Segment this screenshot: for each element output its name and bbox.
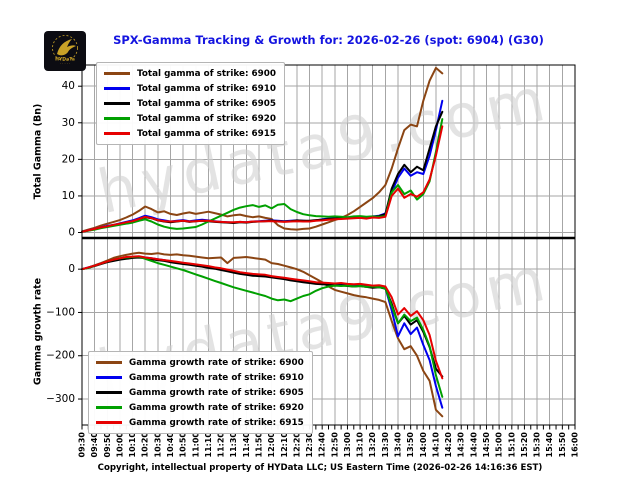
legend-row: Gamma growth rate of strike: 6915 [96, 415, 304, 430]
line-6900 [81, 251, 444, 418]
x-tick-label: 13:00 [343, 432, 352, 458]
x-tick-label: 10:00 [115, 432, 124, 458]
series-lines-0 [81, 66, 444, 233]
logo-bird-icon: HYDaTa · · · · · [52, 35, 78, 66]
legend-row: Total gamma of strike: 6910 [104, 81, 276, 96]
svg-text:40: 40 [62, 80, 75, 92]
y-axis-label-1: Gamma growth rate [33, 278, 44, 385]
x-tick-label: 11:50 [254, 432, 263, 458]
line-6915 [81, 125, 444, 233]
x-tick-label: 11:40 [242, 432, 251, 458]
x-tick-label: 15:00 [495, 432, 504, 458]
legend-row: Gamma growth rate of strike: 6905 [96, 385, 304, 400]
x-tick-label: 14:30 [457, 432, 466, 458]
legend-line-swatch [104, 72, 130, 75]
x-tick-label: 14:20 [444, 432, 453, 458]
legend-row: Gamma growth rate of strike: 6900 [96, 355, 304, 370]
x-tick-label: 11:10 [204, 432, 213, 458]
svg-text:0: 0 [68, 227, 75, 239]
x-tick-label: 12:30 [305, 432, 314, 458]
legend-row: Total gamma of strike: 6915 [104, 126, 276, 141]
x-tick-label: 13:40 [394, 432, 403, 458]
svg-text:20: 20 [62, 153, 75, 165]
x-tick-label: 14:40 [469, 432, 478, 458]
legend-line-swatch [104, 132, 130, 135]
x-tick-label: 12:50 [330, 432, 339, 458]
x-tick-label: 11:00 [191, 432, 200, 458]
x-tick-label: 10:30 [153, 432, 162, 458]
x-tick-label: 13:50 [406, 432, 415, 458]
svg-text:−100: −100 [46, 306, 75, 318]
copyright-notice: Copyright, intellectual property of HYDa… [97, 463, 543, 473]
legend-row: Gamma growth rate of strike: 6910 [96, 370, 304, 385]
legend-label: Gamma growth rate of strike: 6905 [129, 387, 304, 398]
x-tick-label: 14:00 [419, 432, 428, 458]
y-axis-label-0: Total Gamma (Bn) [33, 104, 44, 200]
x-tick-label: 15:20 [520, 432, 529, 458]
legend-total-gamma: Total gamma of strike: 6900 Total gamma o… [96, 62, 286, 145]
svg-text:−200: −200 [46, 350, 75, 362]
x-tick-label: 15:40 [545, 432, 554, 458]
x-tick-label: 09:40 [90, 432, 99, 458]
legend-line-swatch [96, 391, 122, 394]
brand-logo: HYDaTa · · · · · [44, 31, 86, 71]
x-tick-label: 09:50 [103, 432, 112, 458]
logo-dots: · · · · · [60, 62, 70, 66]
legend-label: Total gamma of strike: 6900 [137, 68, 277, 79]
legend-row: Total gamma of strike: 6905 [104, 96, 276, 111]
y-ticks-0: 0 10 20 30 40 [62, 80, 82, 239]
x-tick-label: 10:10 [128, 432, 137, 458]
legend-line-swatch [104, 102, 130, 105]
svg-text:10: 10 [62, 190, 75, 202]
series-lines-1 [81, 251, 444, 418]
legend-label: Total gamma of strike: 6905 [137, 98, 277, 109]
legend-line-swatch [96, 421, 122, 424]
svg-text:30: 30 [62, 117, 75, 129]
x-tick-label: 12:00 [267, 432, 276, 458]
x-tick-label: 15:10 [507, 432, 516, 458]
x-tick-label: 16:00 [571, 432, 580, 458]
x-tick-label: 14:10 [431, 432, 440, 458]
x-tick-label: 12:20 [292, 432, 301, 458]
chart-title: SPX-Gamma Tracking & Growth for: 2026-02… [113, 33, 544, 47]
svg-text:−300: −300 [46, 393, 75, 405]
legend-row: Total gamma of strike: 6900 [104, 66, 276, 81]
legend-line-swatch [96, 376, 122, 379]
x-tick-label: 11:20 [217, 432, 226, 458]
x-tick-label: 11:30 [229, 432, 238, 458]
legend-line-swatch [96, 361, 122, 364]
x-tick-label: 09:30 [78, 432, 87, 458]
svg-text:0: 0 [68, 263, 75, 275]
x-tick-label: 12:40 [318, 432, 327, 458]
x-tick-label: 10:40 [166, 432, 175, 458]
logo-text: HYDaTa [55, 57, 75, 63]
x-tick-label: 13:20 [368, 432, 377, 458]
x-tick-label: 12:10 [280, 432, 289, 458]
legend-growth-rate: Gamma growth rate of strike: 6900 Gamma g… [88, 351, 313, 434]
x-tick-label: 10:50 [179, 432, 188, 458]
legend-label: Gamma growth rate of strike: 6900 [129, 357, 304, 368]
legend-row: Total gamma of strike: 6920 [104, 111, 276, 126]
legend-line-swatch [104, 87, 130, 90]
legend-label: Gamma growth rate of strike: 6920 [129, 402, 304, 413]
legend-line-swatch [96, 406, 122, 409]
line-6900 [81, 66, 444, 233]
legend-line-swatch [104, 117, 130, 120]
x-tick-label: 13:10 [356, 432, 365, 458]
x-tick-label: 15:30 [533, 432, 542, 458]
legend-label: Total gamma of strike: 6920 [137, 113, 277, 124]
x-tick-label: 14:50 [482, 432, 491, 458]
legend-label: Total gamma of strike: 6910 [137, 83, 277, 94]
legend-label: Total gamma of strike: 6915 [137, 128, 277, 139]
y-ticks-1: 0 −100 −200 −300 [46, 263, 82, 405]
legend-label: Gamma growth rate of strike: 6910 [129, 372, 304, 383]
legend-row: Gamma growth rate of strike: 6920 [96, 400, 304, 415]
x-tick-label: 15:50 [558, 432, 567, 458]
legend-label: Gamma growth rate of strike: 6915 [129, 417, 304, 428]
line-6915 [81, 255, 444, 380]
x-tick-label: 10:20 [141, 432, 150, 458]
x-tick-label: 13:30 [381, 432, 390, 458]
